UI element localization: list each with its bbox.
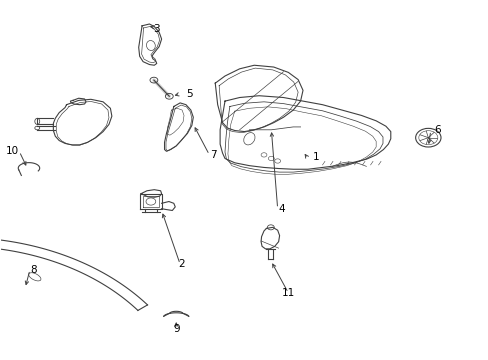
Text: 1: 1 [312,152,319,162]
Text: 3: 3 [153,24,160,35]
Text: 9: 9 [173,324,179,334]
Text: 8: 8 [30,265,37,275]
Text: 5: 5 [185,89,192,99]
Text: 7: 7 [210,150,217,160]
Text: 11: 11 [281,288,294,298]
Text: 2: 2 [178,259,184,269]
Text: 10: 10 [6,146,19,156]
Text: 4: 4 [278,204,285,214]
Text: 6: 6 [434,125,440,135]
